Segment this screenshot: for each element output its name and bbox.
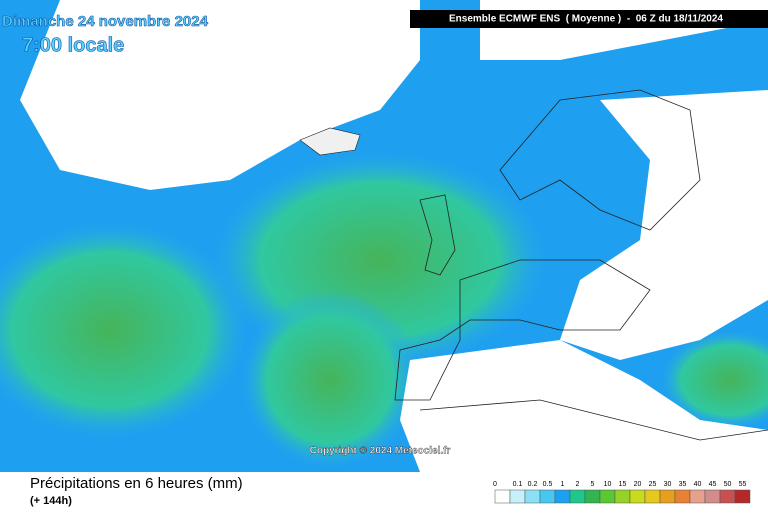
- legend-label: 2: [576, 481, 580, 488]
- time: 7:00 locale: [22, 34, 124, 56]
- precip-area: [0, 220, 250, 440]
- legend-swatch: [554, 489, 571, 504]
- greenland-dry: [20, 0, 420, 190]
- run-info: Ensemble ECMWF ENS ( Moyenne ) - 06 Z du…: [449, 14, 723, 25]
- europe-coast: [394, 259, 651, 401]
- legend-label: 0.2: [528, 481, 538, 488]
- legend-swatch: [599, 489, 616, 504]
- run-box: [410, 10, 768, 28]
- legend-label: 0: [493, 481, 497, 488]
- legend-swatch: [659, 489, 676, 504]
- legend-swatch: [524, 489, 541, 504]
- legend-label: 30: [664, 481, 672, 488]
- scandinavia: [499, 89, 701, 231]
- legend-label: 50: [724, 481, 732, 488]
- africa-coast: [419, 399, 768, 441]
- legend-swatch: [614, 489, 631, 504]
- legend-swatch: [719, 489, 736, 504]
- legend-swatch: [494, 489, 511, 504]
- dry-area: [560, 90, 768, 360]
- legend-label: 40: [694, 481, 702, 488]
- copyright: Copyright © 2024 Meteociel.fr: [310, 446, 451, 457]
- legend-label: 5: [591, 481, 595, 488]
- legend-swatch: [629, 489, 646, 504]
- legend-label: 1: [561, 481, 565, 488]
- britain: [419, 194, 456, 276]
- legend-swatch: [569, 489, 586, 504]
- legend-label: 45: [709, 481, 717, 488]
- iceland: [299, 127, 361, 156]
- footer-title: Précipitations en 6 heures (mm): [30, 475, 243, 492]
- map: [0, 0, 768, 472]
- legend-swatch: [674, 489, 691, 504]
- legend-label: 25: [649, 481, 657, 488]
- legend-swatch: [509, 489, 526, 504]
- footer-lead: (+ 144h): [30, 495, 72, 507]
- legend-swatch: [584, 489, 601, 504]
- legend-label: 10: [604, 481, 612, 488]
- legend-swatch: [689, 489, 706, 504]
- precip-area: [660, 330, 768, 430]
- legend-label: 35: [679, 481, 687, 488]
- legend: 0 0.1 0.2 0.5 1 2 5 10 15 20 25 30 35 40 45 50 55: [493, 481, 751, 504]
- legend-swatch: [734, 489, 751, 504]
- legend-swatch: [704, 489, 721, 504]
- precip-area: [240, 290, 420, 470]
- legend-label: 15: [619, 481, 627, 488]
- legend-label: 0.5: [543, 481, 553, 488]
- dry-area: [400, 340, 768, 472]
- legend-label: 55: [739, 481, 747, 488]
- legend-label: 20: [634, 481, 642, 488]
- date: Dimanche 24 novembre 2024: [2, 13, 209, 30]
- legend-swatch: [539, 489, 556, 504]
- legend-swatch: [644, 489, 661, 504]
- legend-label: 0.1: [513, 481, 523, 488]
